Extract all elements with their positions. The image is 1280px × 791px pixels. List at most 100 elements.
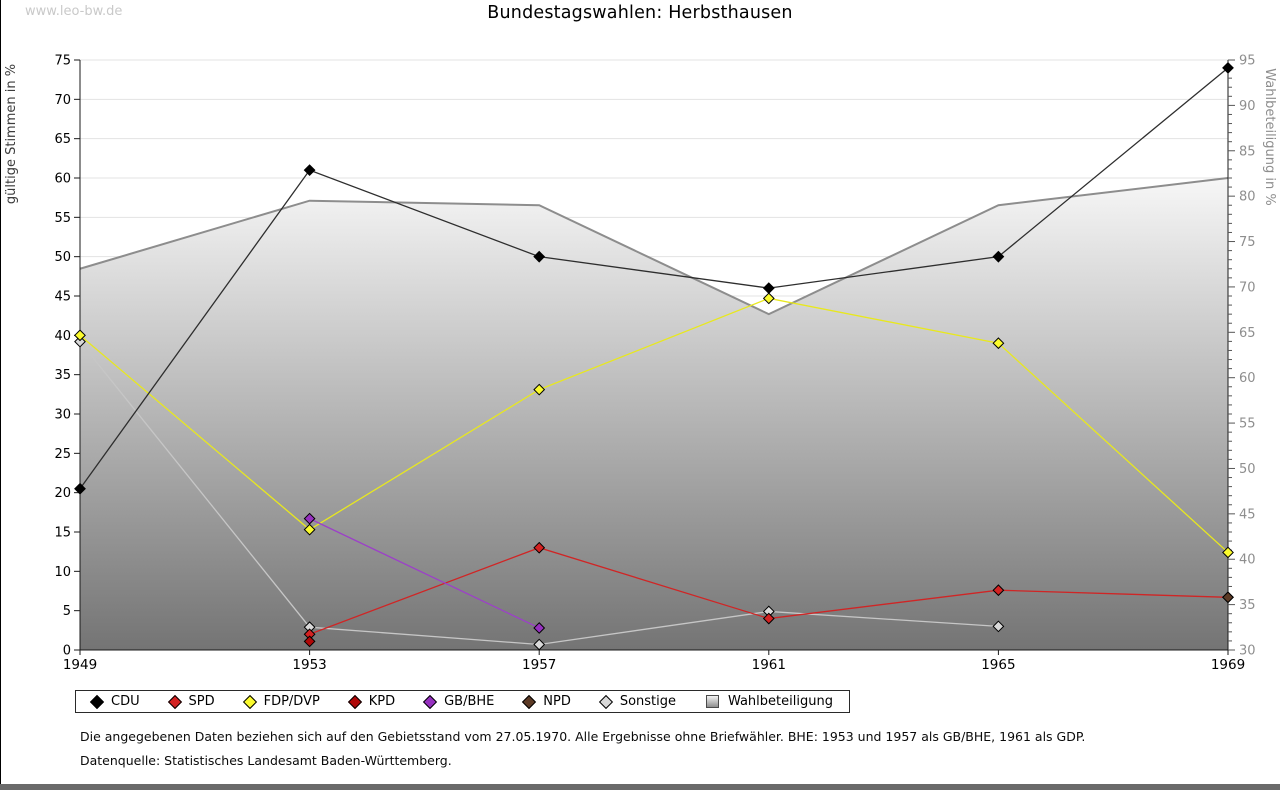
- svg-text:0: 0: [63, 644, 71, 659]
- svg-text:65: 65: [1239, 326, 1256, 341]
- point-sonstige-1965: [992, 620, 1005, 633]
- svg-text:70: 70: [54, 93, 71, 108]
- point-gb-bhe-1957: [533, 622, 546, 634]
- series-gb-bhe: [303, 512, 546, 634]
- point-sonstige-1957: [533, 638, 546, 651]
- diamond-marker-icon: [423, 694, 438, 709]
- chart-legend: CDU SPD FDP/DVP KPD GB/BHE NPD Sonstige Wahlbet…: [75, 690, 850, 713]
- x-axis-ticks: 1949 1953 1957 1961 1965 1969: [63, 650, 1245, 673]
- turnout-edge: [79, 177, 1229, 316]
- legend-label: FDP/DVP: [263, 694, 320, 709]
- right-axis-ticks: 30 35 40 45 50 55 60 65 70 75 80 85 90 95: [1228, 54, 1256, 659]
- svg-text:55: 55: [1239, 417, 1256, 432]
- svg-text:60: 60: [1239, 371, 1256, 386]
- svg-text:90: 90: [1239, 99, 1256, 114]
- legend-label: Wahlbeteiligung: [727, 694, 833, 709]
- point-spd-1961: [762, 612, 775, 625]
- svg-text:35: 35: [1239, 598, 1256, 613]
- legend-label: NPD: [543, 694, 571, 709]
- page-left-border: [0, 0, 1, 784]
- svg-text:1969: 1969: [1211, 657, 1245, 673]
- series-spd: [303, 541, 1234, 641]
- point-cdu-1961: [762, 282, 775, 295]
- page-bottom-bar: [0, 784, 1280, 790]
- series-kpd: [303, 635, 316, 648]
- diamond-marker-icon: [522, 694, 537, 709]
- svg-text:85: 85: [1239, 144, 1256, 159]
- point-cdu-1953: [303, 164, 316, 177]
- svg-text:75: 75: [1239, 235, 1256, 250]
- legend-item-gb-bhe: GB/BHE: [423, 694, 495, 709]
- point-fdp-dvp-1961: [762, 292, 775, 305]
- footnote-line-2: Datenquelle: Statistisches Landesamt Bad…: [80, 753, 452, 768]
- election-chart: 0 5 10 15 20 25 30 35 40 45 50 55 60 65 70 75 30 35 40 45 50…: [4, 54, 1277, 674]
- diamond-marker-icon: [242, 694, 257, 709]
- diamond-marker-icon: [89, 694, 105, 709]
- point-fdp-dvp-1949: [74, 329, 86, 342]
- diamond-marker-icon: [167, 694, 182, 709]
- legend-item-fdp-dvp: FDP/DVP: [242, 694, 320, 709]
- svg-text:95: 95: [1239, 54, 1256, 69]
- svg-text:5: 5: [63, 604, 71, 619]
- svg-text:10: 10: [54, 565, 71, 580]
- diamond-marker-icon: [347, 694, 362, 709]
- series-npd: [1222, 591, 1234, 604]
- page-title: Bundestagswahlen: Herbsthausen: [487, 3, 793, 23]
- svg-text:35: 35: [54, 368, 71, 383]
- legend-label: SPD: [188, 694, 215, 709]
- svg-text:1949: 1949: [63, 657, 97, 673]
- svg-text:20: 20: [54, 486, 71, 501]
- point-kpd-1953: [303, 635, 316, 648]
- legend-item-cdu: CDU: [89, 694, 140, 709]
- svg-text:50: 50: [1239, 462, 1256, 477]
- svg-text:25: 25: [54, 447, 71, 462]
- svg-text:60: 60: [54, 172, 71, 187]
- svg-text:40: 40: [1239, 553, 1256, 568]
- right-axis-title: Wahlbeteiligung in %: [1262, 68, 1277, 205]
- point-gb-bhe-1953: [303, 512, 316, 525]
- legend-label: KPD: [368, 694, 396, 709]
- svg-text:50: 50: [54, 250, 71, 265]
- left-axis-ticks: 0 5 10 15 20 25 30 35 40 45 50 55 60 65 70 75: [54, 54, 80, 659]
- point-fdp-dvp-1957: [533, 383, 546, 396]
- svg-text:65: 65: [54, 132, 71, 147]
- turnout-square-icon: [705, 695, 719, 708]
- legend-item-wahlbeteiligung: Wahlbeteiligung: [705, 694, 833, 709]
- left-axis-title: gültige Stimmen in %: [4, 64, 19, 204]
- point-fdp-dvp-1965: [992, 337, 1005, 350]
- svg-text:55: 55: [54, 211, 71, 226]
- svg-text:15: 15: [54, 526, 71, 541]
- turnout-area: [80, 178, 1228, 650]
- svg-text:75: 75: [54, 54, 71, 69]
- svg-text:1953: 1953: [292, 657, 326, 673]
- point-fdp-dvp-1953: [303, 523, 316, 536]
- series-fdp-dvp: [74, 292, 1234, 559]
- svg-text:40: 40: [54, 329, 71, 344]
- legend-item-npd: NPD: [522, 694, 571, 709]
- svg-text:45: 45: [1239, 507, 1256, 522]
- point-fdp-dvp-1969: [1222, 546, 1234, 559]
- point-sonstige-1949: [74, 335, 86, 348]
- svg-text:1957: 1957: [522, 657, 556, 673]
- svg-text:30: 30: [1239, 644, 1256, 659]
- legend-label: CDU: [111, 694, 140, 709]
- legend-item-spd: SPD: [167, 694, 215, 709]
- point-spd-1957: [533, 541, 546, 554]
- watermark-leo-bw: www.leo-bw.de: [25, 4, 123, 19]
- svg-text:45: 45: [54, 290, 71, 305]
- series-sonstige: [74, 335, 1005, 651]
- legend-label: GB/BHE: [444, 694, 495, 709]
- svg-text:30: 30: [54, 408, 71, 423]
- series-cdu: [74, 61, 1234, 495]
- point-npd-1969: [1222, 591, 1234, 604]
- svg-text:70: 70: [1239, 280, 1256, 295]
- legend-item-kpd: KPD: [347, 694, 396, 709]
- diamond-marker-icon: [598, 694, 613, 709]
- svg-text:1961: 1961: [752, 657, 786, 673]
- svg-text:1965: 1965: [981, 657, 1015, 673]
- footnote-line-1: Die angegebenen Daten beziehen sich auf …: [80, 729, 1086, 744]
- point-spd-1965: [992, 584, 1005, 597]
- point-cdu-1949: [74, 482, 86, 495]
- point-cdu-1969: [1222, 61, 1234, 74]
- point-cdu-1957: [533, 250, 546, 263]
